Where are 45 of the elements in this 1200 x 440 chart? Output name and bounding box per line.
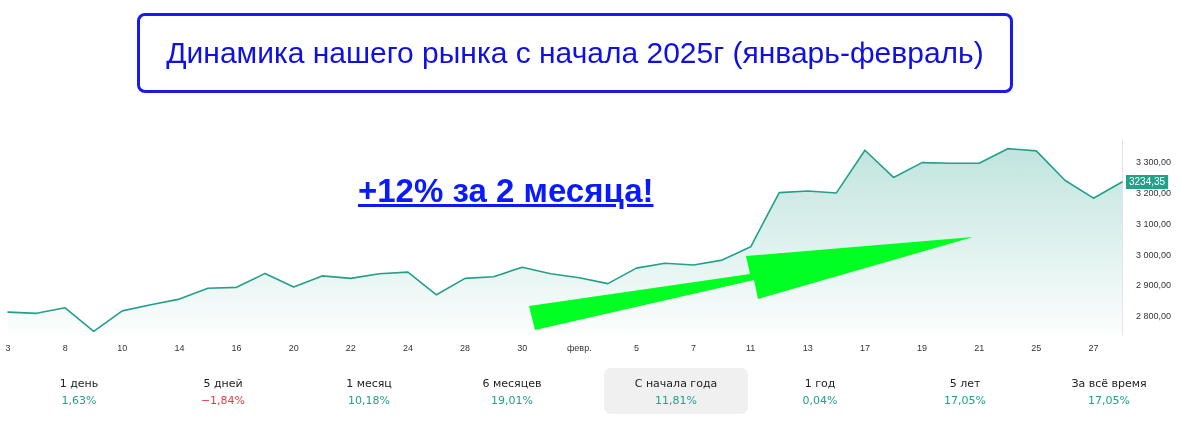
- annotation: +12% за 2 месяца!: [358, 172, 654, 210]
- text: 5 дней: [202, 377, 244, 390]
- text: 0,04%: [801, 394, 839, 407]
- text: 17,05%: [1087, 394, 1131, 407]
- x-tick-label: 16: [231, 342, 242, 353]
- text: 1,63%: [60, 394, 98, 407]
- x-tick-label: 20: [288, 342, 299, 353]
- text: 5 лет: [948, 377, 982, 390]
- y-tick-label: 2 800,00: [1136, 311, 1172, 322]
- x-tick-label: 17: [859, 342, 870, 353]
- text: 6 месяцев: [481, 377, 543, 390]
- y-tick-label: 3 200,00: [1136, 187, 1172, 198]
- y-tick-label: 3 100,00: [1136, 218, 1172, 229]
- text: 1 день: [58, 377, 100, 390]
- y-tick-label: 3 300,00: [1136, 156, 1172, 167]
- x-tick-label: 19: [917, 342, 928, 353]
- x-tick-label: 22: [345, 342, 356, 353]
- x-tick-label: 21: [974, 342, 985, 353]
- x-tick-label: 7: [691, 342, 697, 353]
- x-tick-label: 13: [802, 342, 813, 353]
- x-tick-label: 5: [633, 342, 639, 353]
- text: 1 год: [803, 377, 837, 390]
- x-tick-label: 30: [517, 342, 528, 353]
- x-tick-label: 10: [117, 342, 128, 353]
- x-tick-label: 24: [402, 342, 413, 353]
- x-tick-label: 3: [5, 342, 11, 353]
- text: 10,18%: [347, 394, 391, 407]
- data-label: 3234,35: [1129, 176, 1166, 188]
- text: 19,01%: [490, 394, 534, 407]
- x-tick-label: февр.: [566, 342, 592, 353]
- chart-title: Динамика нашего рынка с начала 2025г (январь-февраль): [137, 13, 1013, 93]
- x-tick-label: 27: [1088, 342, 1099, 353]
- x-tick-label: 14: [174, 342, 185, 353]
- text: −1,84%: [199, 394, 247, 407]
- text: 17,05%: [943, 394, 987, 407]
- text: За всё время: [1070, 377, 1148, 390]
- y-tick-label: 3 000,00: [1136, 249, 1172, 260]
- y-tick-label: 2 900,00: [1136, 280, 1172, 291]
- text: 1 месяц: [345, 377, 393, 390]
- text: С начала года: [633, 377, 719, 390]
- x-tick-label: 25: [1031, 342, 1042, 353]
- text: 11,81%: [654, 394, 698, 407]
- x-tick-label: 28: [460, 342, 471, 353]
- x-tick-label: 8: [62, 342, 68, 353]
- x-tick-label: 11: [745, 342, 756, 353]
